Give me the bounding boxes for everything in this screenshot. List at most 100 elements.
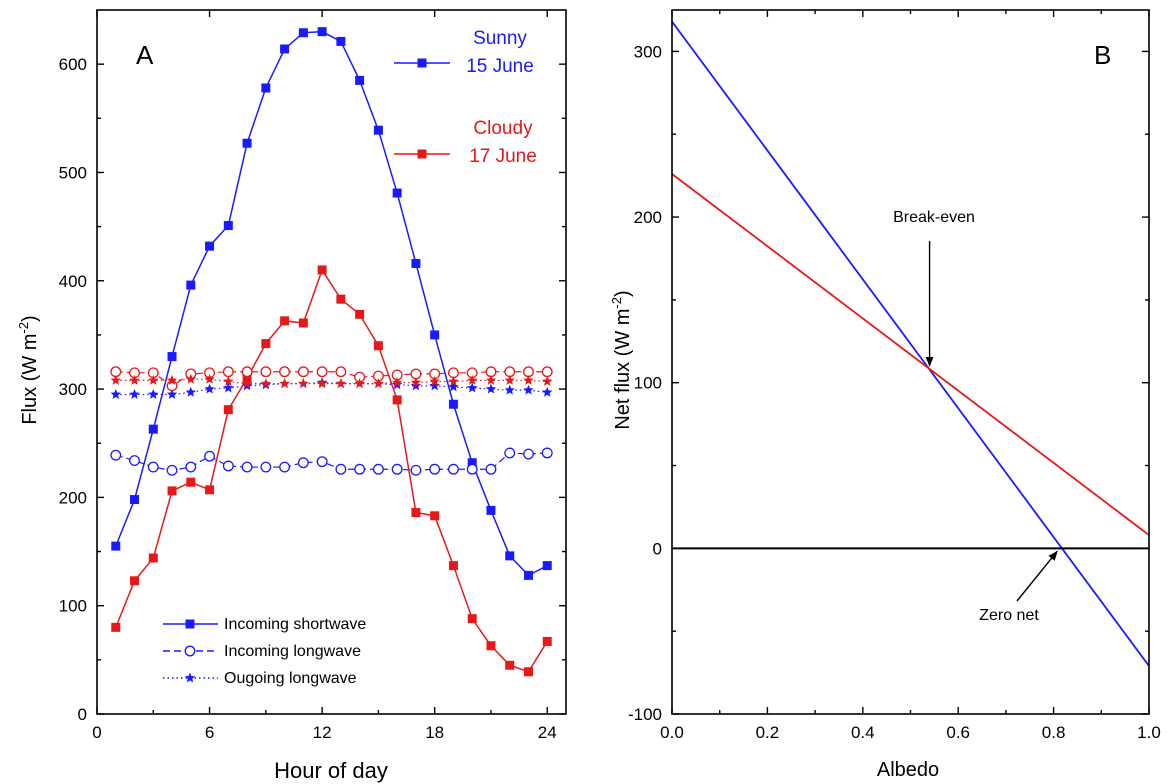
panel-a-x-tick-label: 12 — [313, 723, 332, 742]
panel-a-y-axis-label-main: Flux (W m — [19, 334, 41, 425]
panel-b-y-tick-label: 100 — [634, 374, 662, 393]
panel-a-cloudy-17-june-incoming-shortwave-point — [392, 395, 402, 405]
panel-b-x-tick-label: 0.6 — [946, 723, 970, 742]
panel-a-cloudy-17-june-ougoing-longwave-point — [204, 373, 215, 384]
panel-a-cloudy-17-june-ougoing-longwave-point — [504, 374, 515, 385]
panel-a-cloudy-17-june-incoming-shortwave-point — [317, 265, 327, 275]
panel-a-cloudy-17-june-ougoing-longwave-point — [260, 378, 272, 389]
panel-a-sunny-15-june-incoming-longwave-point — [485, 463, 497, 475]
panel-a-sunny-15-june-incoming-longwave-point — [147, 461, 159, 473]
panel-a-sunny-15-june-ougoing-longwave-point — [504, 384, 515, 395]
panel-a-sunny-15-june-incoming-shortwave-point — [486, 505, 496, 515]
panel-a-sunny-15-june-incoming-longwave-point — [523, 448, 534, 460]
panel-a-sunny-15-june-incoming-shortwave-series — [111, 27, 552, 580]
panel-a-cloudy-17-june-ougoing-longwave-point — [148, 374, 159, 385]
panel-a-sunny-15-june-incoming-shortwave-point — [411, 258, 421, 268]
panel-a-cloudy-17-june-ougoing-longwave-point — [241, 378, 253, 389]
panel-a-sunny-15-june-incoming-shortwave-point — [148, 424, 158, 434]
day-key-marker — [417, 58, 427, 68]
panel-a-cloudy-17-june-ougoing-longwave-point — [354, 378, 365, 389]
panel-a-sunny-15-june-ougoing-longwave-point — [223, 382, 234, 393]
panel-a-y-tick-label: 100 — [59, 597, 87, 616]
panel-a-cloudy-17-june-incoming-shortwave-point — [467, 614, 477, 624]
panel-a-y-axis-label: Flux (W m-2) — [16, 315, 41, 424]
panel-a-cloudy-17-june-incoming-shortwave-point — [223, 405, 233, 415]
panel-a-y-tick-label: 500 — [59, 163, 87, 182]
panel-a-sunny-15-june-incoming-shortwave-point — [355, 75, 365, 85]
panel-a-sunny-15-june-incoming-longwave-point — [504, 447, 516, 459]
panel-b-line-sunny-15-june — [672, 21, 1149, 667]
panel-a-sunny-15-june-incoming-shortwave-line — [115, 30, 548, 577]
panel-b-line-cloudy-17-june — [672, 173, 1149, 536]
panel-a-cloudy-17-june-ougoing-longwave-point — [335, 378, 347, 389]
panel-b-y-tick-label: -100 — [628, 705, 662, 724]
legend-entry-incoming-shortwave: Incoming shortwave — [224, 616, 366, 633]
panel-a-sunny-15-june-incoming-longwave-point — [110, 449, 122, 461]
panel-a-sunny-15-june-incoming-longwave-point — [335, 463, 347, 475]
panel-a-sunny-15-june-incoming-shortwave-point — [223, 221, 233, 231]
panel-a: 0 6 12 18 24 0 100 200 300 400 500 600 A Sunny 15 J… — [16, 9, 567, 783]
panel-a-sunny-15-june-incoming-shortwave-point — [261, 83, 271, 93]
cloudy-day-label-line2: 17 June — [469, 146, 537, 167]
panel-a-sunny-15-june-incoming-longwave-point — [166, 464, 178, 476]
panel-b-x-tick-label: 0.0 — [660, 723, 684, 742]
panel-a-sunny-15-june-ougoing-longwave-point — [166, 388, 178, 399]
panel-a-sunny-15-june-incoming-longwave-point — [354, 463, 366, 475]
panel-a-sunny-15-june-incoming-longwave-point — [447, 463, 459, 475]
panel-a-cloudy-17-june-ougoing-longwave-point — [523, 374, 534, 385]
panel-a-cloudy-17-june-incoming-shortwave-point — [186, 477, 196, 487]
panel-a-sunny-15-june-incoming-shortwave-point — [430, 330, 440, 340]
panel-a-cloudy-17-june-ougoing-longwave-point — [110, 374, 121, 385]
panel-a-x-tick-label: 0 — [92, 723, 101, 742]
panel-a-cloudy-17-june-incoming-longwave-point — [260, 366, 272, 378]
panel-b-x-axis-label: Albedo — [877, 759, 939, 781]
panel-a-sunny-15-june-incoming-longwave-point — [204, 450, 216, 462]
panel-a-cloudy-17-june-incoming-longwave-point — [541, 366, 553, 378]
panel-a-sunny-15-june-ougoing-longwave-point — [185, 386, 197, 397]
panel-b-axes: 0.0 0.2 0.4 0.6 0.8 1.0 -100 0 100 200 300 — [628, 9, 1161, 742]
panel-b: 0.0 0.2 0.4 0.6 0.8 1.0 -100 0 100 200 300 B Break… — [609, 9, 1161, 781]
panel-a-sunny-15-june-incoming-longwave-point — [222, 460, 234, 472]
panel-a-sunny-15-june-incoming-longwave-point — [316, 456, 328, 468]
panel-a-sunny-15-june-incoming-longwave-series — [110, 447, 553, 476]
panel-b-y-axis-label-close: ) — [612, 290, 634, 297]
panel-a-cloudy-17-june-ougoing-longwave-point — [466, 374, 478, 385]
panel-a-sunny-15-june-incoming-shortwave-point — [505, 551, 515, 561]
sunny-day-label-line2: 15 June — [466, 56, 534, 77]
panel-a-cloudy-17-june-incoming-shortwave-point — [261, 339, 271, 349]
panel-a-cloudy-17-june-incoming-shortwave-point — [280, 316, 290, 326]
panel-b-y-axis-label-sup: -2 — [609, 297, 624, 309]
panel-a-cloudy-17-june-incoming-shortwave-point — [430, 511, 440, 521]
panel-a-sunny-15-june-ougoing-longwave-point — [129, 388, 140, 399]
panel-a-sunny-15-june-incoming-shortwave-point — [280, 44, 290, 54]
panel-b-x-tick-label: 1.0 — [1137, 723, 1161, 742]
panel-a-cloudy-17-june-incoming-shortwave-point — [523, 667, 533, 677]
panel-a-cloudy-17-june-ougoing-longwave-point — [391, 377, 403, 388]
panel-a-cloudy-17-june-incoming-shortwave-point — [542, 636, 552, 646]
panel-a-plot-frame — [96, 9, 567, 715]
panel-a-cloudy-17-june-ougoing-longwave-point — [542, 376, 553, 386]
day-key-marker — [417, 149, 427, 159]
panel-a-sunny-15-june-incoming-longwave-point — [185, 461, 197, 473]
panel-b-x-tick-label: 0.8 — [1042, 723, 1066, 742]
panel-a-sunny-15-june-incoming-shortwave-point — [542, 561, 552, 571]
panel-a-sunny-15-june-incoming-longwave-point — [129, 455, 140, 467]
panel-a-cloudy-17-june-incoming-shortwave-point — [373, 341, 383, 351]
panel-a-sunny-15-june-incoming-shortwave-point — [205, 241, 215, 251]
panel-b-marks — [672, 21, 1149, 667]
panel-b-x-tick-label: 0.2 — [756, 723, 780, 742]
panel-a-x-tick-label: 18 — [425, 723, 444, 742]
panel-b-x-tick-label: 0.4 — [851, 723, 875, 742]
panel-a-sunny-15-june-ougoing-longwave-point — [485, 383, 497, 394]
panel-a-cloudy-17-june-incoming-longwave-point — [335, 366, 347, 378]
panel-a-sunny-15-june-incoming-shortwave-point — [448, 399, 458, 409]
panel-a-sunny-15-june-incoming-longwave-point — [466, 463, 478, 475]
panel-b-y-axis-label: Net flux (W m-2) — [609, 290, 634, 429]
panel-a-y-tick-label: 600 — [59, 55, 87, 74]
sunny-day-label-line1: Sunny — [473, 28, 527, 49]
panel-a-sunny-15-june-ougoing-longwave-point — [429, 380, 440, 391]
panel-a-cloudy-17-june-incoming-shortwave-point — [148, 553, 158, 563]
panel-a-y-tick-label: 400 — [59, 272, 87, 291]
panel-b-y-axis-label-main: Net flux (W m — [612, 309, 634, 430]
